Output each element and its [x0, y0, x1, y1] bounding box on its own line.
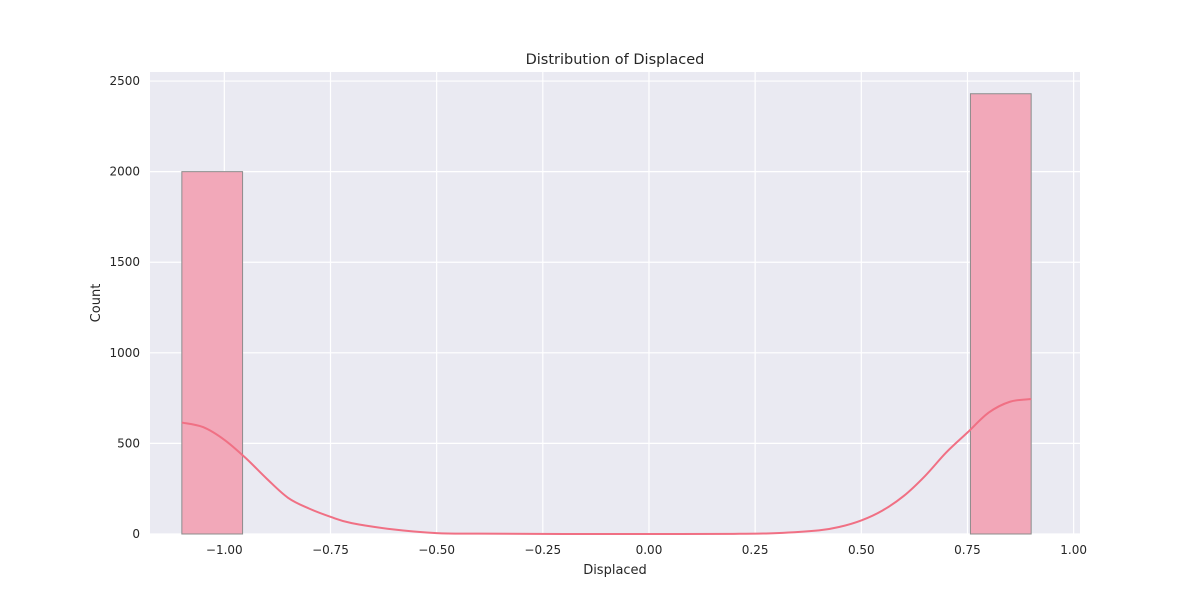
- chart-title: Distribution of Displaced: [526, 52, 705, 68]
- x-tick-label: 0.25: [742, 543, 769, 557]
- y-axis: 0 500 1000 1500 2000 2500: [109, 74, 140, 541]
- x-tick-label: −1.00: [206, 543, 243, 557]
- x-axis-label: Displaced: [583, 563, 647, 578]
- histogram-bar: [969, 93, 1032, 535]
- y-axis-label: Count: [89, 284, 104, 323]
- kde-line: [181, 398, 1032, 536]
- y-tick-label: 2500: [109, 74, 140, 88]
- x-tick-label: 0.75: [954, 543, 981, 557]
- x-tick-label: 1.00: [1060, 543, 1087, 557]
- y-tick-label: 1500: [109, 255, 140, 269]
- grid: [150, 72, 1080, 535]
- x-tick-label: −0.50: [418, 543, 455, 557]
- x-tick-label: 0.00: [636, 543, 663, 557]
- x-axis: −1.00 −0.75 −0.50 −0.25 0.00 0.25 0.50 0.75 1.00: [206, 543, 1087, 557]
- plot-area: [150, 72, 1080, 534]
- histogram-bar: [181, 171, 244, 535]
- x-tick-label: −0.25: [524, 543, 561, 557]
- bars: [181, 93, 1032, 535]
- y-tick-label: 0: [132, 527, 140, 541]
- y-tick-label: 1000: [109, 346, 140, 360]
- x-tick-label: −0.75: [312, 543, 349, 557]
- y-tick-label: 500: [117, 436, 140, 450]
- x-tick-label: 0.50: [848, 543, 875, 557]
- y-tick-label: 2000: [109, 165, 140, 179]
